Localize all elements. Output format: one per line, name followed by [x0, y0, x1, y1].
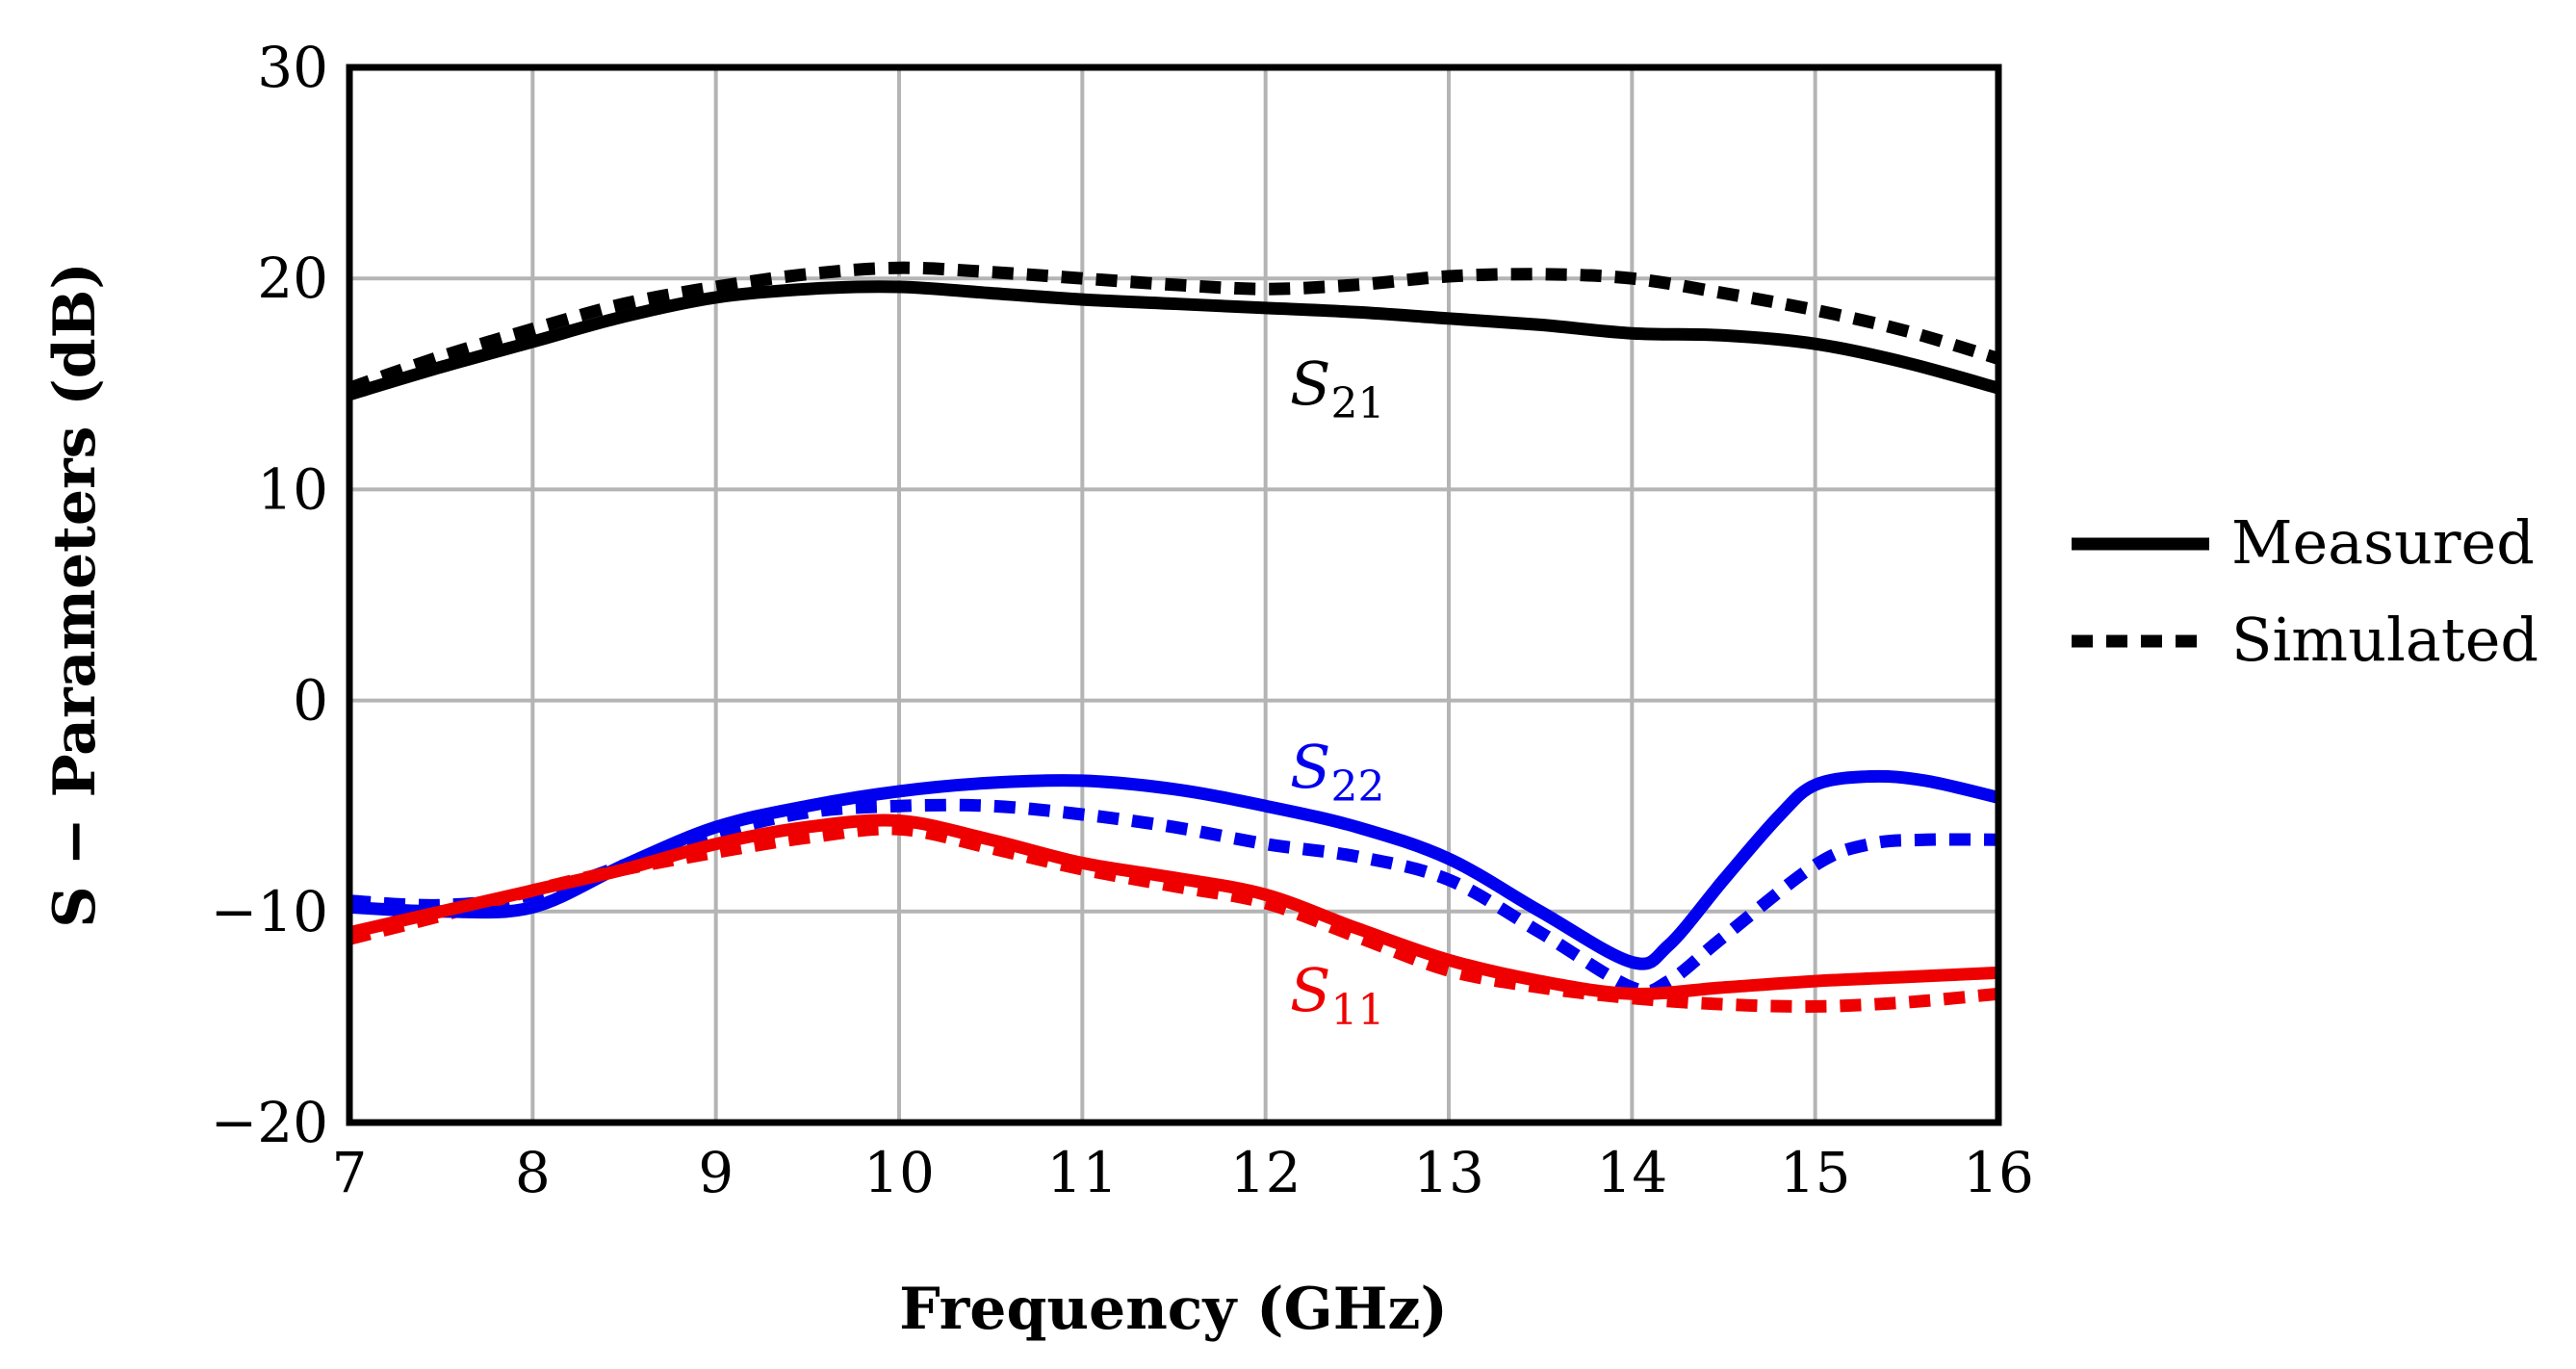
- series-line-s21-measured: [348, 280, 2000, 401]
- x-tick-label: 10: [863, 1140, 935, 1205]
- legend: Measured Simulated: [2072, 507, 2538, 675]
- legend-simulated-label: Simulated: [2231, 605, 2538, 675]
- x-axis-title: Frequency (GHz): [899, 1276, 1448, 1343]
- plot-frame: [346, 64, 2002, 1126]
- x-tick-label: 12: [1230, 1140, 1301, 1205]
- annotation-s22-main: S: [1290, 732, 1330, 802]
- x-tick-label: 13: [1413, 1140, 1484, 1205]
- annotation-s21-main: S: [1290, 349, 1330, 419]
- x-tick-label: 14: [1596, 1140, 1667, 1205]
- series-group: [347, 261, 2000, 1013]
- x-tick-label: 16: [1963, 1140, 2034, 1205]
- y-tick-label: 30: [257, 35, 328, 100]
- annotation-s11-main: S: [1290, 955, 1330, 1025]
- x-tick-label: 9: [698, 1140, 734, 1205]
- annotation-s11-sub: 11: [1330, 986, 1384, 1035]
- y-tick-label: −20: [211, 1090, 328, 1155]
- y-tick-labels: −20 −10 0 10 20 30: [211, 35, 328, 1155]
- grid-lines: [348, 65, 2000, 1124]
- legend-measured-label: Measured: [2231, 507, 2535, 578]
- y-tick-label: 0: [293, 668, 328, 734]
- series-line-s22-measured: [348, 769, 2000, 970]
- y-tick-label: −10: [211, 879, 328, 944]
- series-line-s11-measured: [348, 814, 1999, 1000]
- x-tick-label: 8: [515, 1140, 551, 1205]
- x-tick-labels: 7 8 9 10 11 12 13 14 15 16: [332, 1140, 2034, 1205]
- x-tick-label: 11: [1046, 1140, 1118, 1205]
- y-tick-label: 10: [257, 456, 328, 522]
- annotation-s21-sub: 21: [1330, 379, 1384, 428]
- series-line-s22-simulated: [348, 798, 1999, 998]
- annotation-s21: S21: [1290, 349, 1384, 428]
- y-axis-title: S − Parameters (dB): [41, 262, 109, 928]
- x-tick-label: 7: [332, 1140, 368, 1205]
- series-line-s21-simulated: [347, 261, 2000, 395]
- annotation-s11: S11: [1290, 955, 1384, 1035]
- curve-annotations: S21 S22 S11: [1290, 349, 1384, 1035]
- x-tick-label: 15: [1780, 1140, 1851, 1205]
- y-tick-label: 20: [257, 245, 328, 311]
- annotation-s22-sub: 22: [1330, 762, 1384, 812]
- annotation-s22: S22: [1290, 732, 1384, 812]
